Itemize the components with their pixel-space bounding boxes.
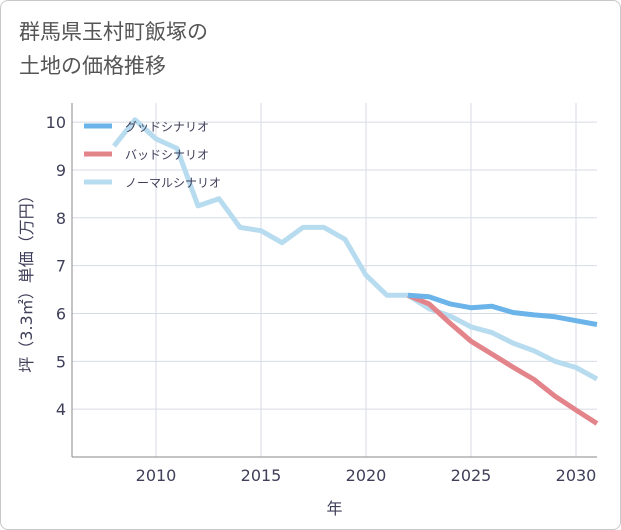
y-tick-label: 9 [56,161,66,180]
chart-title-line1: 群馬県玉村町飯塚の [19,20,208,44]
y-tick-label: 7 [56,257,66,276]
legend-label: バッドシナリオ [125,148,209,162]
y-tick-label: 4 [56,400,66,419]
x-tick-label: 2010 [136,466,177,485]
chart-title-line2: 土地の価格推移 [19,54,166,78]
x-tick-label: 2020 [346,466,387,485]
axes: 4 5 6 7 8 9 10 2010 2015 2020 2025 2030 [46,103,597,485]
legend-label: ノーマルシナリオ [125,176,221,190]
series-line-1 [407,292,598,327]
chart-title: 群馬県玉村町飯塚の 土地の価格推移 [19,15,208,83]
y-tick-label: 5 [56,352,66,371]
series-line-3 [112,117,599,382]
y-tick-label: 6 [56,304,66,323]
x-axis-label: 年 [326,499,342,518]
grid [72,103,597,457]
x-tick-label: 2030 [556,466,597,485]
y-tick-label: 8 [56,209,66,228]
series-line-2 [407,292,599,426]
legend-label: グッドシナリオ [125,120,209,134]
series-lines [112,117,599,426]
y-axis-label: 坪（3.3㎡）単価（万円） [17,187,36,372]
x-tick-label: 2015 [241,466,282,485]
x-tick-label: 2025 [451,466,492,485]
y-tick-label: 10 [46,113,66,132]
